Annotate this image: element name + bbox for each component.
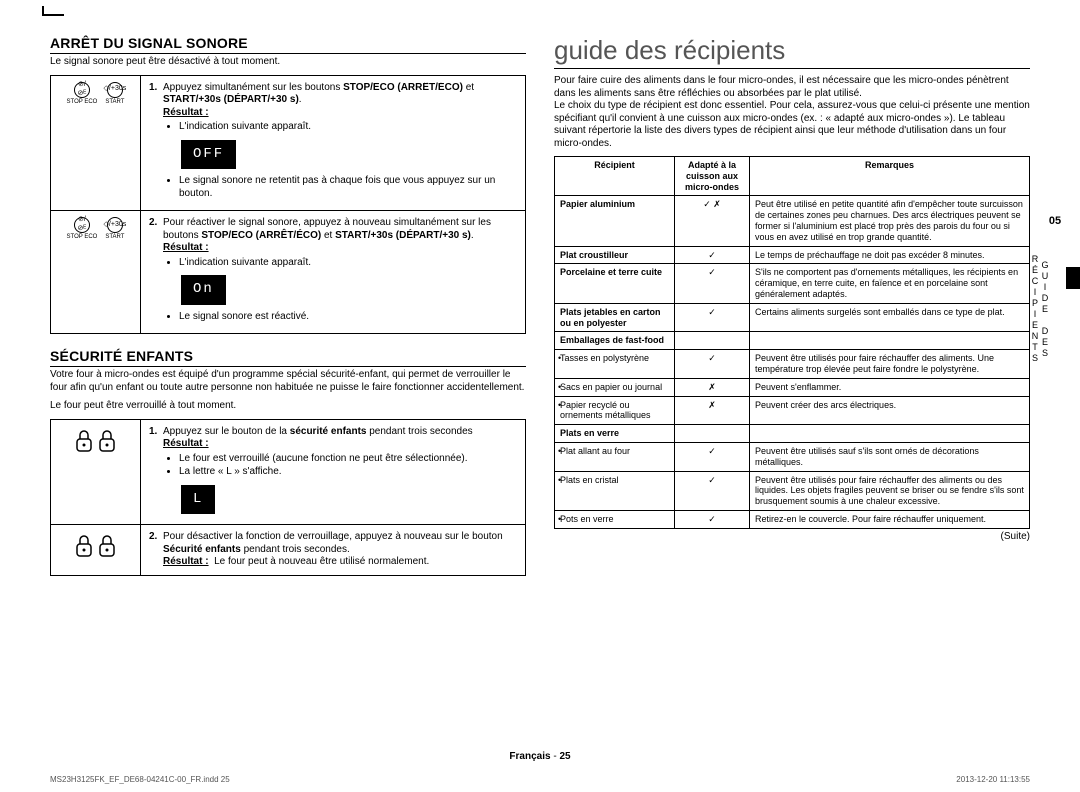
table-row: Sacs en papier ou journal✗Peuvent s'enfl… (555, 378, 1030, 396)
recipients-intro: Pour faire cuire des aliments dans le fo… (554, 75, 1030, 150)
lock-icon (74, 428, 94, 454)
section-title-childlock: SÉCURITÉ ENFANTS (50, 348, 526, 367)
cell-remarks: Peuvent créer des arcs électriques. (750, 396, 1030, 425)
cell-recipient: Papier aluminium (555, 196, 675, 246)
childlock-step2-icon (51, 525, 141, 576)
cell-recipient: Plat croustilleur (555, 246, 675, 264)
l-badge: L (181, 485, 215, 515)
table-row: Plats jetables en carton ou en polyester… (555, 303, 1030, 332)
table-row: Plat croustilleur✓Le temps de préchauffa… (555, 246, 1030, 264)
sound-step1-icon-cell: ⊘/⊘ᴱSTOP ECO ◇/+30sSTART (51, 75, 141, 211)
tab-number: 05 (1030, 215, 1080, 227)
childlock-step2-text: 2. Pour désactiver la fonction de verrou… (141, 525, 526, 576)
cell-recipient: Pots en verre (555, 510, 675, 528)
lock-icon (97, 428, 117, 454)
file-reference: MS23H3125FK_EF_DE68-04241C-00_FR.indd 25 (50, 775, 230, 784)
cell-compatible: ✓ (675, 264, 750, 303)
table-row: Plat allant au four✓Peuvent être utilisé… (555, 442, 1030, 471)
sound-intro: Le signal sonore peut être désactivé à t… (50, 56, 526, 69)
childlock-intro2: Le four peut être verrouillé à tout mome… (50, 400, 526, 413)
cell-remarks: S'ils ne comportent pas d'ornements méta… (750, 264, 1030, 303)
cell-recipient: Porcelaine et terre cuite (555, 264, 675, 303)
cell-recipient: Plats jetables en carton ou en polyester (555, 303, 675, 332)
cell-compatible: ✗ (675, 396, 750, 425)
section-title-sound: ARRÊT DU SIGNAL SONORE (50, 35, 526, 54)
table-row: Porcelaine et terre cuite✓S'ils ne compo… (555, 264, 1030, 303)
cell-recipient: Plats en verre (555, 425, 675, 443)
recipients-table: Récipient Adapté à la cuisson aux micro-… (554, 156, 1030, 529)
sound-steps-table: ⊘/⊘ᴱSTOP ECO ◇/+30sSTART 1. Appuyez simu… (50, 75, 526, 335)
table-row: Pots en verre✓Retirez-en le couvercle. P… (555, 510, 1030, 528)
table-row: Tasses en polystyrène✓Peuvent être utili… (555, 350, 1030, 379)
table-row: Papier recyclé ou ornements métalliques✗… (555, 396, 1030, 425)
on-badge: On (181, 275, 226, 305)
cell-compatible: ✓ (675, 510, 750, 528)
crop-mark (42, 6, 64, 16)
left-column: ARRÊT DU SIGNAL SONORE Le signal sonore … (50, 35, 526, 757)
lock-icon (97, 533, 117, 559)
table-row: Emballages de fast-food (555, 332, 1030, 350)
page-content: ARRÊT DU SIGNAL SONORE Le signal sonore … (50, 35, 1030, 757)
table-row: Plats en verre (555, 425, 1030, 443)
timestamp: 2013-12-20 11:13:55 (956, 775, 1030, 784)
cell-recipient: Plat allant au four (555, 442, 675, 471)
side-tab: 05 GUIDE DES RÉCIPIENTS (1030, 215, 1080, 375)
cell-compatible: ✓ (675, 442, 750, 471)
cell-remarks: Peuvent être utilisés pour faire réchauf… (750, 350, 1030, 379)
cell-remarks: Peuvent être utilisés sauf s'ils sont or… (750, 442, 1030, 471)
childlock-step1-text: 1. Appuyez sur le bouton de la sécurité … (141, 419, 526, 525)
childlock-step1-icon (51, 419, 141, 525)
childlock-intro1: Votre four à micro-ondes est équipé d'un… (50, 369, 526, 394)
page-title: guide des récipients (554, 35, 1030, 69)
lock-icon (74, 533, 94, 559)
cell-compatible: ✓ ✗ (675, 196, 750, 246)
cell-compatible: ✓ (675, 471, 750, 510)
table-row: Plats en cristal✓Peuvent être utilisés p… (555, 471, 1030, 510)
tab-indicator (1066, 267, 1080, 289)
cell-remarks: Peut être utilisé en petite quantité afi… (750, 196, 1030, 246)
continued-label: (Suite) (554, 531, 1030, 542)
cell-recipient: Papier recyclé ou ornements métalliques (555, 396, 675, 425)
stop-eco-icon: ⊘/⊘ᴱ (74, 217, 90, 233)
sound-step2-icon-cell: ⊘/⊘ᴱSTOP ECO ◇/+30sSTART (51, 211, 141, 334)
th-compatible: Adapté à la cuisson aux micro-ondes (675, 157, 750, 196)
tab-text: GUIDE DES RÉCIPIENTS (1030, 227, 1050, 387)
cell-remarks: Certains aliments surgelés sont emballés… (750, 303, 1030, 332)
off-badge: OFF (181, 140, 236, 170)
sound-step2-text: 2. Pour réactiver le signal sonore, appu… (141, 211, 526, 334)
cell-remarks: Le temps de préchauffage ne doit pas exc… (750, 246, 1030, 264)
right-column: guide des récipients Pour faire cuire de… (554, 35, 1030, 757)
th-recipient: Récipient (555, 157, 675, 196)
th-remarks: Remarques (750, 157, 1030, 196)
cell-compatible (675, 425, 750, 443)
cell-compatible: ✓ (675, 246, 750, 264)
page-footer: Français - 25 (0, 751, 1080, 762)
cell-recipient: Tasses en polystyrène (555, 350, 675, 379)
cell-recipient: Emballages de fast-food (555, 332, 675, 350)
cell-remarks (750, 332, 1030, 350)
cell-compatible: ✓ (675, 350, 750, 379)
start-30s-icon: ◇/+30s (107, 82, 123, 98)
childlock-steps-table: 1. Appuyez sur le bouton de la sécurité … (50, 419, 526, 576)
cell-recipient: Plats en cristal (555, 471, 675, 510)
cell-remarks (750, 425, 1030, 443)
cell-compatible: ✗ (675, 378, 750, 396)
table-row: Papier aluminium✓ ✗Peut être utilisé en … (555, 196, 1030, 246)
cell-compatible: ✓ (675, 303, 750, 332)
cell-remarks: Peuvent s'enflammer. (750, 378, 1030, 396)
stop-eco-icon: ⊘/⊘ᴱ (74, 82, 90, 98)
cell-recipient: Sacs en papier ou journal (555, 378, 675, 396)
start-30s-icon: ◇/+30s (107, 217, 123, 233)
cell-compatible (675, 332, 750, 350)
cell-remarks: Retirez-en le couvercle. Pour faire réch… (750, 510, 1030, 528)
cell-remarks: Peuvent être utilisés pour faire réchauf… (750, 471, 1030, 510)
sound-step1-text: 1. Appuyez simultanément sur les boutons… (141, 75, 526, 211)
